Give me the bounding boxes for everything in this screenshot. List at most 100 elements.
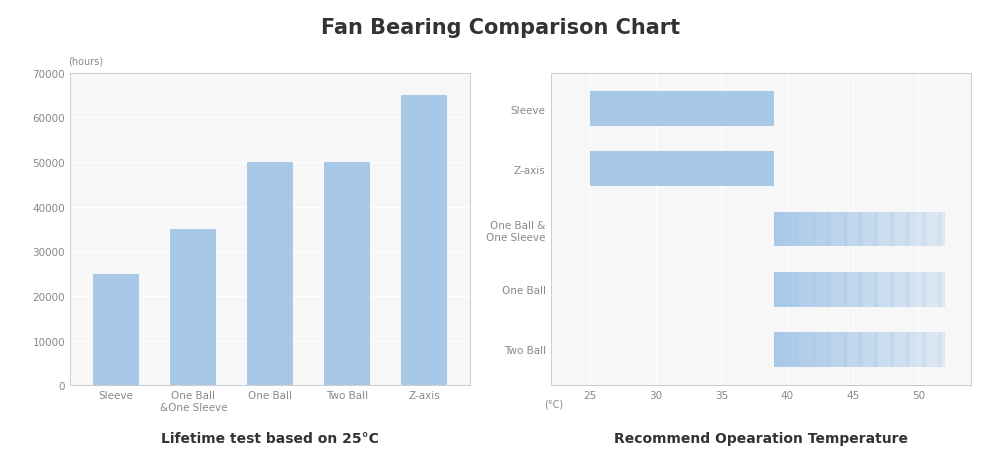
Bar: [906, 272, 909, 307]
Bar: [324, 162, 370, 386]
Bar: [793, 332, 796, 367]
Bar: [923, 332, 926, 367]
Bar: [932, 272, 934, 307]
Bar: [836, 212, 838, 247]
Bar: [781, 332, 783, 367]
Bar: [908, 332, 911, 367]
Bar: [891, 332, 894, 367]
Bar: [795, 332, 798, 367]
Bar: [798, 332, 800, 367]
Bar: [832, 212, 834, 247]
Text: Recommend Opearation Temperature: Recommend Opearation Temperature: [614, 431, 908, 445]
Bar: [847, 272, 849, 307]
Bar: [926, 332, 928, 367]
Bar: [906, 332, 909, 367]
Bar: [908, 212, 911, 247]
Bar: [919, 212, 922, 247]
Bar: [855, 272, 858, 307]
Bar: [821, 212, 823, 247]
Bar: [855, 332, 858, 367]
Bar: [785, 272, 787, 307]
Bar: [938, 272, 941, 307]
Text: (°C): (°C): [544, 399, 564, 409]
Bar: [840, 212, 843, 247]
Bar: [923, 272, 926, 307]
Bar: [804, 272, 806, 307]
Bar: [776, 212, 779, 247]
Bar: [896, 212, 898, 247]
Bar: [900, 212, 902, 247]
Bar: [806, 272, 809, 307]
Bar: [934, 212, 936, 247]
Bar: [911, 212, 913, 247]
Bar: [840, 272, 843, 307]
Bar: [900, 332, 902, 367]
Bar: [813, 272, 815, 307]
Bar: [847, 332, 849, 367]
Bar: [872, 212, 875, 247]
Bar: [855, 212, 858, 247]
Bar: [866, 212, 868, 247]
Bar: [894, 332, 896, 367]
Bar: [868, 332, 870, 367]
Bar: [819, 332, 821, 367]
Bar: [940, 272, 943, 307]
Bar: [900, 272, 902, 307]
Bar: [883, 332, 885, 367]
Bar: [857, 212, 860, 247]
Bar: [917, 212, 919, 247]
Bar: [849, 272, 851, 307]
Bar: [923, 212, 926, 247]
Bar: [789, 332, 791, 367]
Bar: [874, 272, 877, 307]
Bar: [842, 332, 845, 367]
Bar: [849, 212, 851, 247]
Bar: [915, 332, 917, 367]
Bar: [815, 212, 817, 247]
Bar: [876, 212, 879, 247]
Bar: [938, 212, 941, 247]
Bar: [868, 272, 870, 307]
Bar: [872, 332, 875, 367]
Bar: [834, 212, 836, 247]
Bar: [872, 272, 875, 307]
Bar: [825, 272, 828, 307]
Bar: [926, 212, 928, 247]
Bar: [170, 230, 216, 386]
Bar: [883, 212, 885, 247]
Bar: [898, 332, 900, 367]
Bar: [926, 272, 928, 307]
Bar: [813, 212, 815, 247]
Bar: [845, 332, 847, 367]
Bar: [885, 272, 887, 307]
Bar: [849, 332, 851, 367]
Bar: [857, 332, 860, 367]
Bar: [783, 332, 785, 367]
Bar: [921, 212, 924, 247]
Bar: [808, 272, 811, 307]
Bar: [798, 272, 800, 307]
Bar: [904, 212, 907, 247]
Bar: [785, 212, 787, 247]
Bar: [789, 212, 791, 247]
Bar: [808, 332, 811, 367]
Bar: [791, 212, 794, 247]
Bar: [902, 272, 904, 307]
Bar: [590, 92, 774, 127]
Bar: [793, 272, 796, 307]
Bar: [902, 212, 904, 247]
Bar: [778, 212, 781, 247]
Bar: [940, 332, 943, 367]
Bar: [919, 332, 922, 367]
Bar: [866, 272, 868, 307]
Bar: [781, 212, 783, 247]
Bar: [913, 272, 915, 307]
Bar: [864, 332, 866, 367]
Bar: [785, 332, 787, 367]
Bar: [783, 212, 785, 247]
Bar: [915, 212, 917, 247]
Bar: [804, 332, 806, 367]
Bar: [902, 332, 904, 367]
Bar: [776, 332, 779, 367]
Bar: [904, 272, 907, 307]
